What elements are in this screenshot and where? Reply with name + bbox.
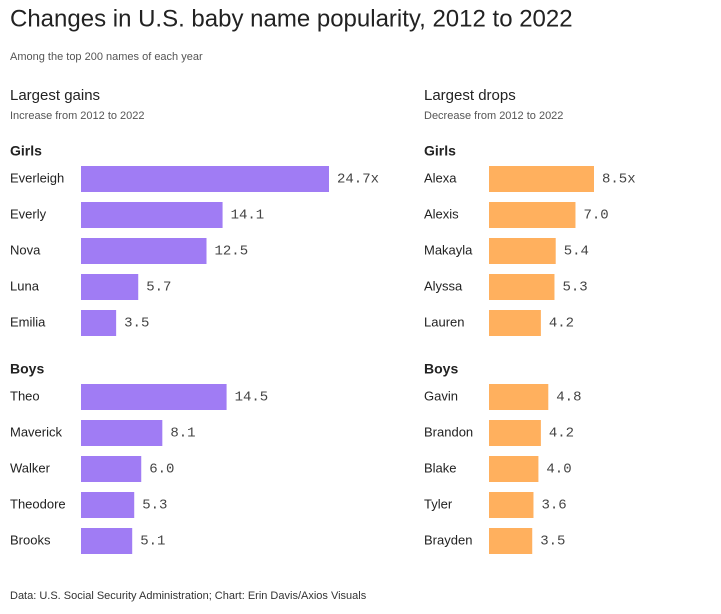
value-label: 5.7	[146, 280, 171, 296]
panel-title: Girls	[10, 143, 42, 159]
value-label: 8.1	[170, 426, 195, 442]
bar	[81, 384, 227, 410]
bar	[81, 166, 329, 192]
bar	[81, 528, 133, 554]
column-title: Largest drops	[424, 87, 516, 104]
value-label: 4.8	[556, 390, 581, 406]
bar	[489, 528, 533, 554]
category-label: Everleigh	[10, 170, 64, 185]
category-label: Theo	[10, 388, 40, 403]
column-subtitle: Increase from 2012 to 2022	[10, 110, 145, 122]
bar	[489, 238, 556, 264]
bar	[81, 420, 163, 446]
panel-title: Girls	[424, 143, 456, 159]
value-label: 4.2	[549, 426, 574, 442]
category-label: Nova	[10, 242, 41, 257]
value-label: 14.1	[231, 208, 265, 224]
bar	[489, 420, 541, 446]
category-label: Lauren	[424, 314, 464, 329]
category-label: Emilia	[10, 314, 46, 329]
chart-subtitle: Among the top 200 names of each year	[10, 51, 203, 63]
category-label: Gavin	[424, 388, 458, 403]
source: Data: U.S. Social Security Administratio…	[10, 590, 367, 602]
bar	[489, 456, 539, 482]
category-label: Brayden	[424, 532, 472, 547]
bar	[489, 274, 555, 300]
category-label: Luna	[10, 278, 40, 293]
panel-title: Boys	[424, 361, 458, 377]
category-label: Everly	[10, 206, 47, 221]
category-label: Brooks	[10, 532, 51, 547]
value-label: 4.2	[549, 316, 574, 332]
value-label: 5.4	[564, 244, 589, 260]
value-label: 5.3	[562, 280, 587, 296]
bar	[489, 202, 576, 228]
category-label: Tyler	[424, 496, 453, 511]
category-label: Walker	[10, 460, 51, 475]
bar	[489, 492, 534, 518]
value-label: 5.1	[140, 534, 165, 550]
value-label: 24.7x	[337, 172, 379, 188]
bar	[489, 384, 549, 410]
category-label: Brandon	[424, 424, 473, 439]
value-label: 4.0	[546, 462, 571, 478]
bar	[489, 310, 541, 336]
bar	[81, 310, 117, 336]
category-label: Blake	[424, 460, 457, 475]
category-label: Maverick	[10, 424, 63, 439]
value-label: 3.5	[540, 534, 565, 550]
value-label: 5.3	[142, 498, 167, 514]
value-label: 12.5	[215, 244, 249, 260]
bar	[81, 456, 142, 482]
category-label: Alexis	[424, 206, 459, 221]
bar	[81, 274, 139, 300]
category-label: Alyssa	[424, 278, 463, 293]
column-title: Largest gains	[10, 87, 100, 104]
bar	[489, 166, 594, 192]
chart-title: Changes in U.S. baby name popularity, 20…	[10, 5, 573, 32]
category-label: Alexa	[424, 170, 457, 185]
value-label: 6.0	[149, 462, 174, 478]
panel-title: Boys	[10, 361, 44, 377]
category-label: Makayla	[424, 242, 473, 257]
value-label: 14.5	[235, 390, 269, 406]
value-label: 8.5x	[602, 172, 636, 188]
value-label: 3.5	[124, 316, 149, 332]
bar	[81, 492, 135, 518]
bar	[81, 238, 207, 264]
bar	[81, 202, 223, 228]
category-label: Theodore	[10, 496, 66, 511]
column-subtitle: Decrease from 2012 to 2022	[424, 110, 563, 122]
value-label: 7.0	[583, 208, 608, 224]
value-label: 3.6	[541, 498, 566, 514]
